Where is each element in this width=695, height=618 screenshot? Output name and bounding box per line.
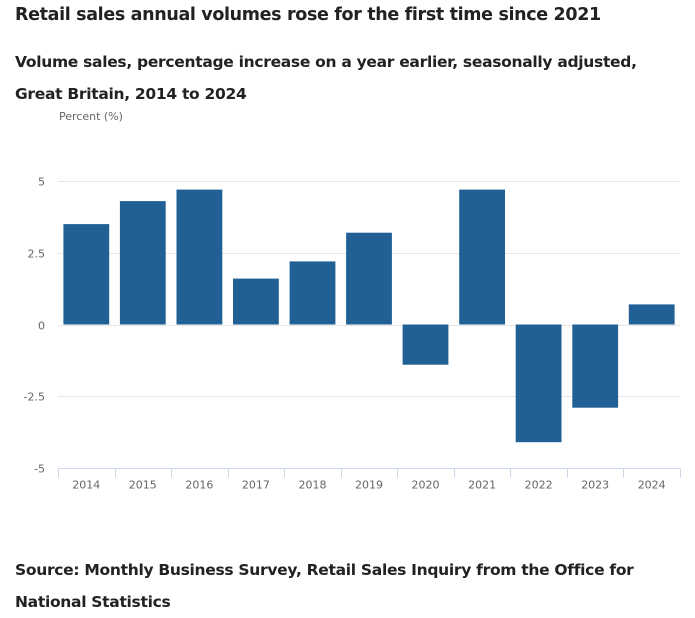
x-axis bbox=[58, 468, 681, 478]
bars bbox=[63, 189, 675, 443]
bar-2014[interactable] bbox=[63, 224, 110, 325]
x-tick-label: 2016 bbox=[185, 479, 213, 492]
x-tick-label: 2017 bbox=[242, 479, 270, 492]
bar-2022[interactable] bbox=[515, 324, 562, 443]
bar-2024[interactable] bbox=[628, 304, 675, 325]
x-tick-label: 2018 bbox=[299, 479, 327, 492]
x-tick-label: 2020 bbox=[412, 479, 440, 492]
x-tick-label: 2023 bbox=[581, 479, 609, 492]
source-note: Source: Monthly Business Survey, Retail … bbox=[15, 561, 634, 611]
chart-title: Retail sales annual volumes rose for the… bbox=[15, 5, 601, 25]
bar-chart: Percent (%) 5 2.5 0 -2.5 -5 2014 2015 2016 2017… bbox=[24, 110, 681, 492]
x-tick-label: 2022 bbox=[525, 479, 553, 492]
bar-2018[interactable] bbox=[289, 261, 336, 325]
x-tick-label: 2015 bbox=[129, 479, 157, 492]
bar-2023[interactable] bbox=[572, 324, 619, 408]
bar-2019[interactable] bbox=[346, 232, 392, 325]
x-tick-label: 2021 bbox=[468, 479, 496, 492]
chart-container: Percent (%) 5 2.5 0 -2.5 -5 2014 2015 2016 2017… bbox=[0, 105, 695, 505]
y-tick-label: 5 bbox=[38, 176, 45, 189]
y-tick-label: -2.5 bbox=[24, 391, 45, 404]
bar-2020[interactable] bbox=[402, 324, 449, 365]
y-tick-label: -5 bbox=[34, 463, 45, 476]
x-tick-label: 2019 bbox=[355, 479, 383, 492]
y-tick-label: 0 bbox=[38, 320, 45, 333]
y-tick-label: 2.5 bbox=[28, 248, 46, 261]
x-axis-tick-labels: 2014 2015 2016 2017 2018 2019 2020 2021 2022 2023… bbox=[72, 479, 665, 492]
x-tick-label: 2024 bbox=[638, 479, 666, 492]
bar-2017[interactable] bbox=[233, 278, 279, 325]
x-tick-label: 2014 bbox=[72, 479, 100, 492]
chart-subtitle: Volume sales, percentage increase on a y… bbox=[15, 53, 637, 103]
bar-2021[interactable] bbox=[459, 189, 505, 325]
y-axis-title: Percent (%) bbox=[59, 110, 123, 123]
y-axis-tick-labels: 5 2.5 0 -2.5 -5 bbox=[24, 176, 45, 476]
bar-2015[interactable] bbox=[119, 201, 166, 325]
bar-2016[interactable] bbox=[176, 189, 223, 325]
